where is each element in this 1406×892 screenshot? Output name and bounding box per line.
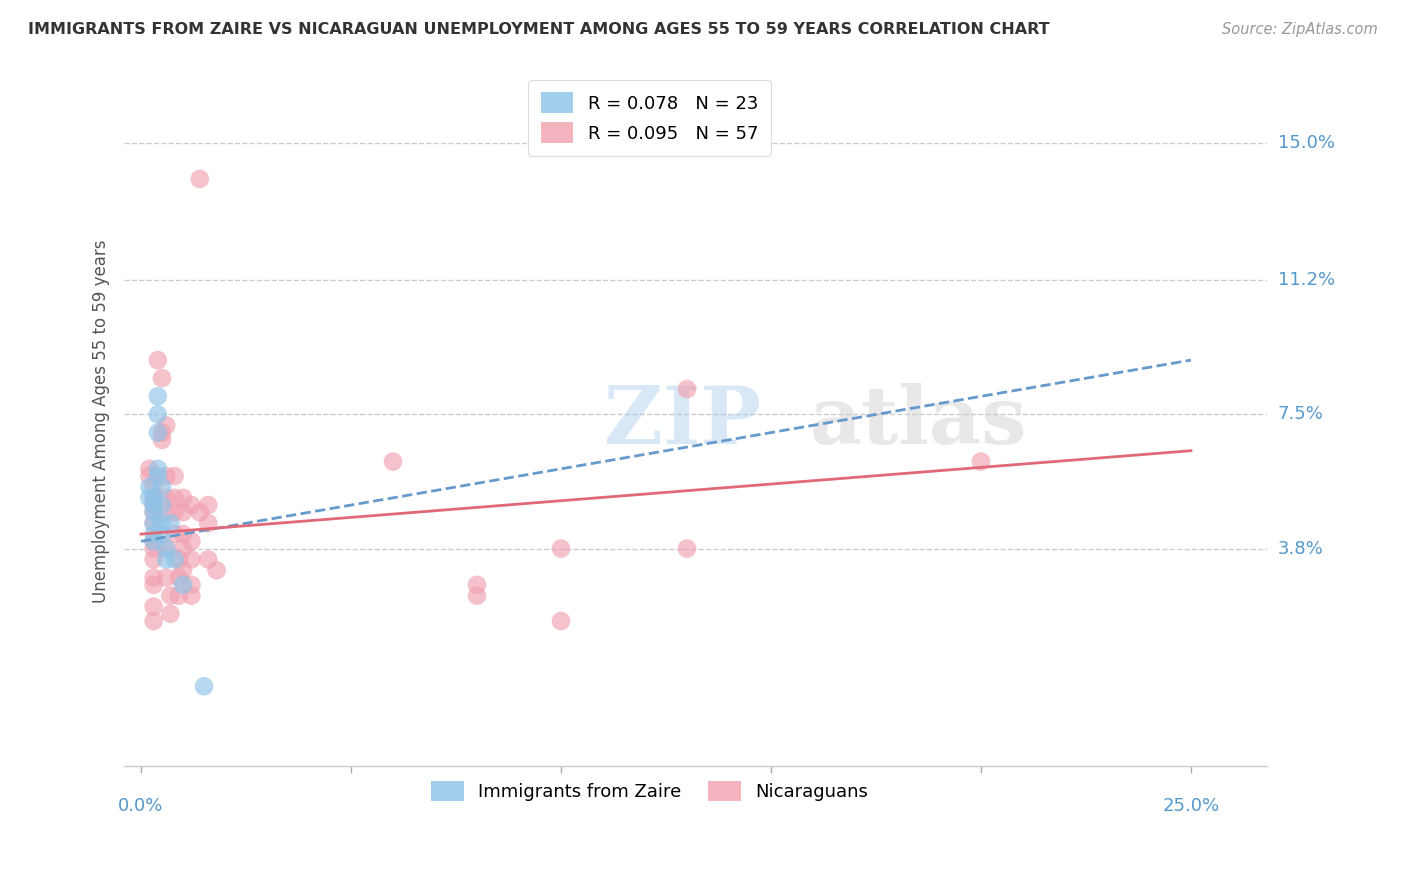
Point — [197, 552, 219, 566]
Point — [142, 498, 165, 512]
Point — [155, 552, 177, 566]
Point — [146, 469, 169, 483]
Point — [172, 527, 194, 541]
Point — [142, 534, 165, 549]
Point — [142, 534, 165, 549]
Point — [146, 462, 169, 476]
Text: IMMIGRANTS FROM ZAIRE VS NICARAGUAN UNEMPLOYMENT AMONG AGES 55 TO 59 YEARS CORRE: IMMIGRANTS FROM ZAIRE VS NICARAGUAN UNEM… — [28, 22, 1050, 37]
Point — [142, 516, 165, 531]
Point — [146, 425, 169, 440]
Text: 7.5%: 7.5% — [1278, 406, 1323, 424]
Point — [172, 541, 194, 556]
Point — [150, 480, 173, 494]
Point — [163, 552, 186, 566]
Point — [159, 589, 181, 603]
Text: 3.8%: 3.8% — [1278, 540, 1323, 558]
Point — [167, 589, 190, 603]
Point — [676, 382, 699, 396]
Point — [172, 505, 194, 519]
Legend: Immigrants from Zaire, Nicaraguans: Immigrants from Zaire, Nicaraguans — [423, 773, 876, 809]
Point — [142, 614, 165, 628]
Point — [193, 679, 215, 693]
Point — [150, 516, 173, 531]
Point — [150, 425, 173, 440]
Point — [188, 505, 211, 519]
Point — [138, 480, 160, 494]
Point — [167, 552, 190, 566]
Point — [167, 570, 190, 584]
Point — [142, 599, 165, 614]
Point — [676, 541, 699, 556]
Point — [550, 541, 572, 556]
Point — [197, 498, 219, 512]
Point — [138, 469, 160, 483]
Point — [155, 505, 177, 519]
Point — [172, 491, 194, 505]
Point — [150, 527, 173, 541]
Point — [142, 552, 165, 566]
Point — [159, 516, 181, 531]
Point — [150, 433, 173, 447]
Point — [155, 469, 177, 483]
Point — [155, 570, 177, 584]
Point — [142, 516, 165, 531]
Point — [142, 505, 165, 519]
Y-axis label: Unemployment Among Ages 55 to 59 years: Unemployment Among Ages 55 to 59 years — [93, 240, 110, 604]
Point — [142, 491, 165, 505]
Point — [163, 491, 186, 505]
Text: Source: ZipAtlas.com: Source: ZipAtlas.com — [1222, 22, 1378, 37]
Point — [142, 578, 165, 592]
Text: 25.0%: 25.0% — [1163, 797, 1219, 814]
Point — [205, 563, 228, 577]
Text: 11.2%: 11.2% — [1278, 271, 1334, 289]
Point — [163, 527, 186, 541]
Point — [180, 552, 202, 566]
Point — [465, 589, 488, 603]
Point — [159, 607, 181, 621]
Point — [142, 498, 165, 512]
Text: 0.0%: 0.0% — [118, 797, 163, 814]
Point — [172, 578, 194, 592]
Point — [150, 498, 173, 512]
Point — [172, 563, 194, 577]
Point — [142, 480, 165, 494]
Point — [142, 527, 165, 541]
Point — [142, 570, 165, 584]
Text: ZIP: ZIP — [605, 383, 761, 461]
Point — [142, 541, 165, 556]
Point — [465, 578, 488, 592]
Point — [180, 498, 202, 512]
Point — [146, 353, 169, 368]
Point — [163, 505, 186, 519]
Point — [155, 418, 177, 433]
Point — [150, 371, 173, 385]
Point — [155, 541, 177, 556]
Point — [188, 172, 211, 186]
Point — [180, 578, 202, 592]
Point — [138, 462, 160, 476]
Point — [180, 589, 202, 603]
Point — [970, 454, 993, 468]
Point — [180, 534, 202, 549]
Point — [142, 505, 165, 519]
Point — [142, 491, 165, 505]
Point — [138, 491, 160, 505]
Point — [155, 491, 177, 505]
Point — [197, 516, 219, 531]
Point — [146, 408, 169, 422]
Point — [382, 454, 405, 468]
Text: 15.0%: 15.0% — [1278, 134, 1334, 152]
Point — [146, 389, 169, 403]
Text: atlas: atlas — [810, 383, 1026, 461]
Point — [163, 469, 186, 483]
Point — [155, 541, 177, 556]
Point — [550, 614, 572, 628]
